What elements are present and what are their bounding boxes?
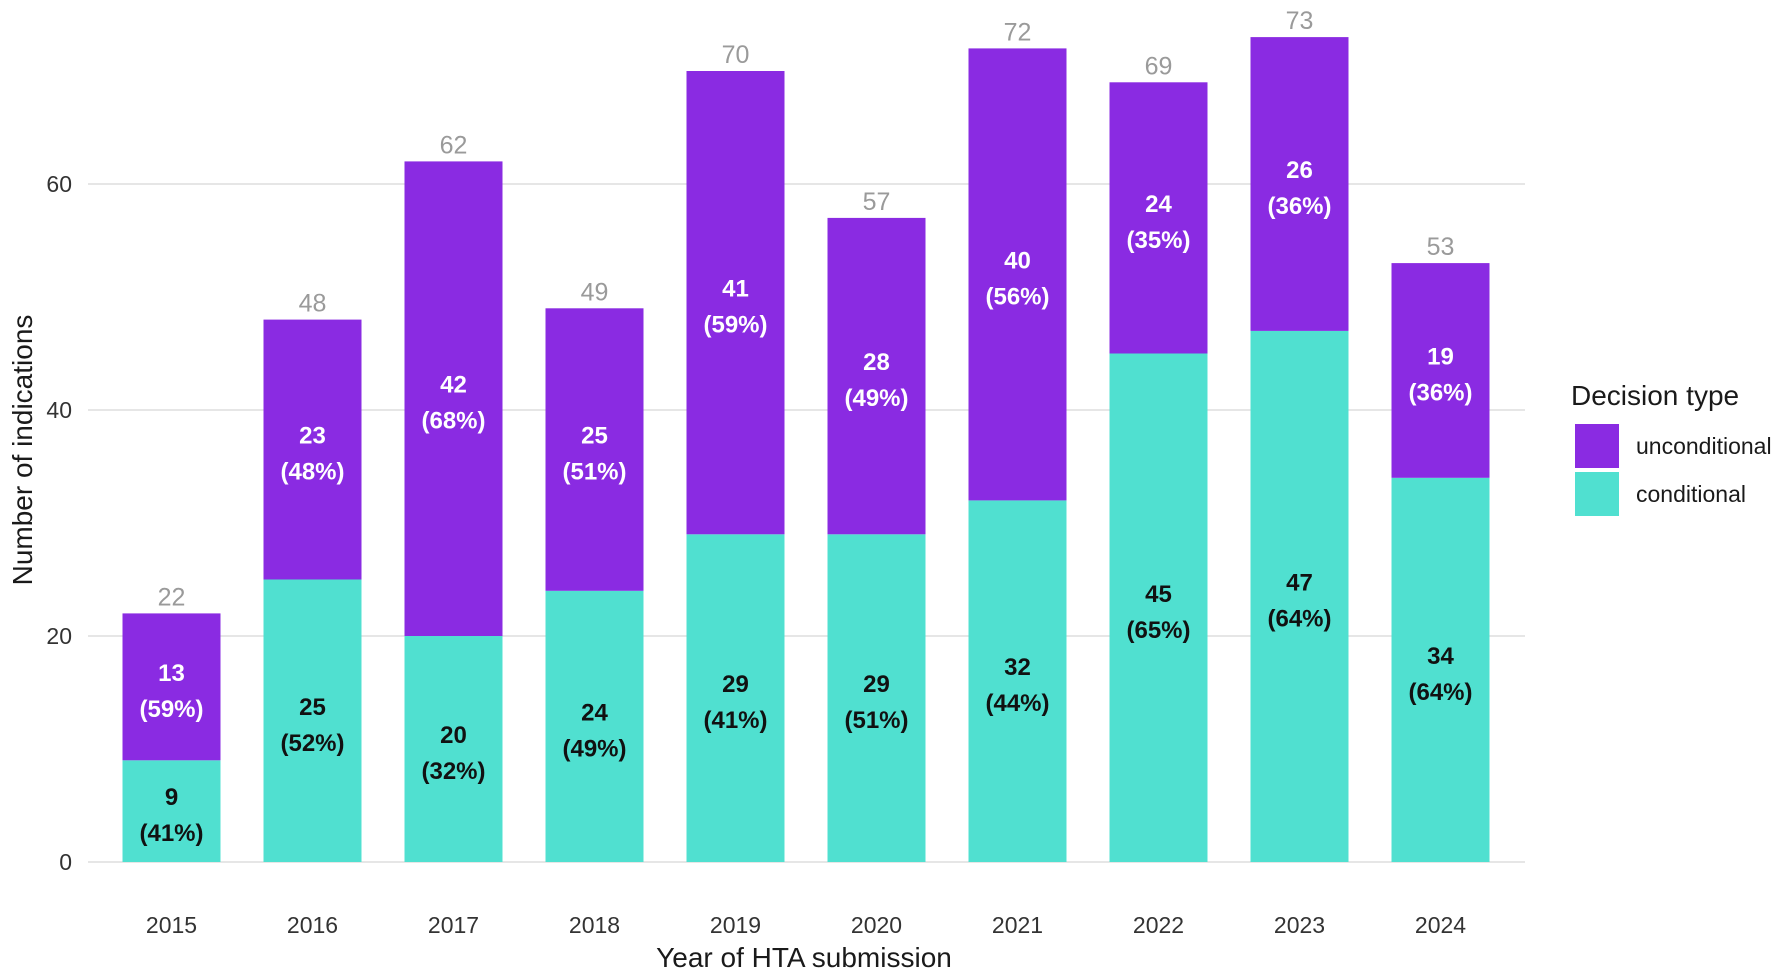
bar-conditional-2017 — [404, 636, 503, 862]
legend-title: Decision type — [1571, 380, 1739, 411]
value-label-unconditional-2016: 23 — [299, 423, 326, 450]
percent-label-unconditional-2015: (59%) — [139, 696, 203, 723]
percent-label-conditional-2020: (51%) — [844, 707, 908, 734]
legend-key-conditional — [1575, 472, 1619, 516]
value-label-conditional-2015: 9 — [165, 784, 178, 811]
value-label-unconditional-2020: 28 — [863, 349, 890, 376]
bar-unconditional-2022 — [1109, 82, 1208, 354]
bar-conditional-2018 — [545, 590, 644, 862]
bar-unconditional-2020 — [827, 217, 926, 535]
value-label-conditional-2016: 25 — [299, 694, 326, 721]
percent-label-unconditional-2017: (68%) — [421, 408, 485, 435]
value-label-conditional-2017: 20 — [440, 722, 467, 749]
x-tick-label: 2023 — [1274, 912, 1325, 938]
y-tick-label: 60 — [46, 171, 72, 197]
value-label-conditional-2022: 45 — [1145, 581, 1172, 608]
total-label-2020: 57 — [863, 188, 891, 216]
legend-key-unconditional — [1575, 424, 1619, 468]
bar-conditional-2023 — [1250, 330, 1349, 862]
value-label-unconditional-2022: 24 — [1145, 191, 1172, 218]
x-tick-label: 2016 — [287, 912, 338, 938]
legend-label-unconditional: unconditional — [1636, 433, 1772, 459]
percent-label-unconditional-2019: (59%) — [703, 312, 767, 339]
bar-conditional-2019 — [686, 534, 785, 862]
bar-conditional-2022 — [1109, 353, 1208, 862]
x-tick-label: 2022 — [1133, 912, 1184, 938]
bar-unconditional-2017 — [404, 161, 503, 636]
percent-label-conditional-2022: (65%) — [1126, 617, 1190, 644]
percent-label-unconditional-2018: (51%) — [562, 459, 626, 486]
value-label-unconditional-2018: 25 — [581, 423, 608, 450]
bar-conditional-2024 — [1391, 477, 1490, 862]
bar-unconditional-2019 — [686, 71, 785, 535]
x-tick-label: 2021 — [992, 912, 1043, 938]
value-label-conditional-2020: 29 — [863, 671, 890, 698]
y-tick-label: 20 — [46, 623, 72, 649]
bar-unconditional-2023 — [1250, 37, 1349, 331]
value-label-unconditional-2024: 19 — [1427, 343, 1454, 370]
total-label-2024: 53 — [1427, 233, 1455, 261]
value-label-unconditional-2017: 42 — [440, 372, 467, 399]
percent-label-conditional-2015: (41%) — [139, 820, 203, 847]
percent-label-conditional-2019: (41%) — [703, 707, 767, 734]
value-label-unconditional-2021: 40 — [1004, 247, 1031, 274]
total-label-2016: 48 — [299, 290, 327, 318]
percent-label-conditional-2016: (52%) — [280, 730, 344, 757]
total-label-2017: 62 — [440, 131, 468, 159]
bar-conditional-2021 — [968, 500, 1067, 862]
percent-label-unconditional-2016: (48%) — [280, 459, 344, 486]
value-label-conditional-2018: 24 — [581, 699, 608, 726]
percent-label-conditional-2021: (44%) — [985, 690, 1049, 717]
value-label-conditional-2024: 34 — [1427, 643, 1454, 670]
legend-label-conditional: conditional — [1636, 481, 1746, 507]
percent-label-unconditional-2024: (36%) — [1408, 379, 1472, 406]
percent-label-unconditional-2021: (56%) — [985, 283, 1049, 310]
value-label-unconditional-2023: 26 — [1286, 157, 1313, 184]
bar-unconditional-2018 — [545, 308, 644, 591]
total-label-2019: 70 — [722, 41, 750, 69]
percent-label-unconditional-2023: (36%) — [1267, 193, 1331, 220]
y-tick-label: 40 — [46, 397, 72, 423]
x-tick-label: 2015 — [146, 912, 197, 938]
x-tick-label: 2024 — [1415, 912, 1466, 938]
x-axis-title: Year of HTA submission — [656, 942, 952, 973]
bar-conditional-2015 — [122, 760, 221, 862]
x-tick-label: 2020 — [851, 912, 902, 938]
value-label-conditional-2019: 29 — [722, 671, 749, 698]
percent-label-conditional-2023: (64%) — [1267, 605, 1331, 632]
percent-label-unconditional-2020: (49%) — [844, 385, 908, 412]
legend: Decision type unconditional conditional — [1571, 380, 1772, 516]
total-label-2022: 69 — [1145, 52, 1173, 80]
y-tick-label: 0 — [59, 849, 72, 875]
value-label-conditional-2021: 32 — [1004, 654, 1031, 681]
x-tick-label: 2019 — [710, 912, 761, 938]
bar-conditional-2016 — [263, 579, 362, 862]
x-tick-label: 2018 — [569, 912, 620, 938]
bar-unconditional-2024 — [1391, 263, 1490, 478]
bar-unconditional-2021 — [968, 48, 1067, 501]
total-label-2015: 22 — [158, 583, 186, 611]
value-label-unconditional-2015: 13 — [158, 660, 185, 687]
percent-label-conditional-2017: (32%) — [421, 758, 485, 785]
value-label-conditional-2023: 47 — [1286, 569, 1313, 596]
x-tick-label: 2017 — [428, 912, 479, 938]
bar-unconditional-2015 — [122, 613, 221, 761]
total-label-2023: 73 — [1286, 7, 1314, 35]
total-label-2021: 72 — [1004, 18, 1032, 46]
axis-layer: Year of HTA submission Number of indicat… — [7, 171, 1466, 973]
bar-unconditional-2016 — [263, 319, 362, 580]
percent-label-conditional-2018: (49%) — [562, 735, 626, 762]
bar-conditional-2020 — [827, 534, 926, 862]
total-label-2018: 49 — [581, 278, 609, 306]
label-layer: 9 (41%) 13 (59%) 22 25 (52%) 23 (48%) 48 20 (32%) 42… — [139, 7, 1472, 847]
value-label-unconditional-2019: 41 — [722, 276, 749, 303]
percent-label-unconditional-2022: (35%) — [1126, 227, 1190, 254]
y-axis-title: Number of indications — [7, 315, 38, 586]
percent-label-conditional-2024: (64%) — [1408, 679, 1472, 706]
bar-layer — [122, 37, 1490, 862]
